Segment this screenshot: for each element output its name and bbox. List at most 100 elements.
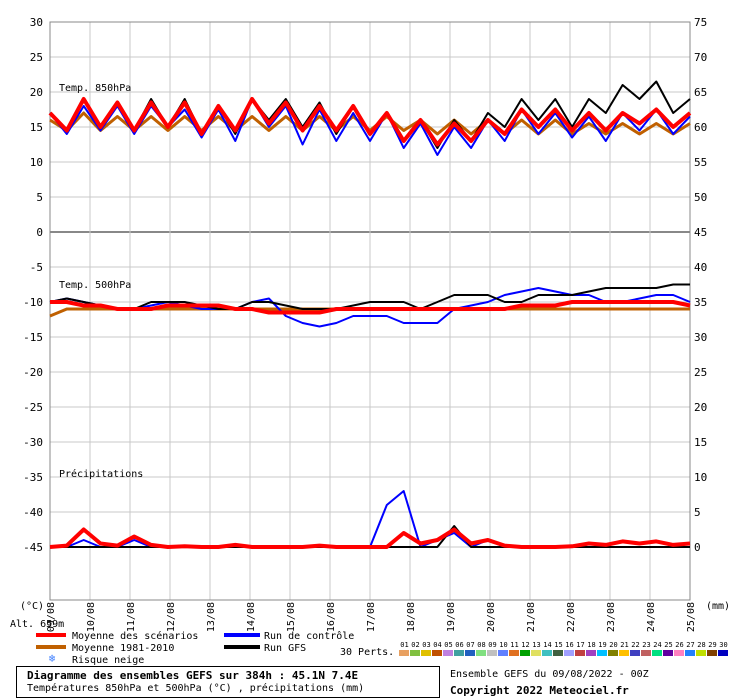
member-swatch [663,650,673,656]
left-tick-label: -40 [23,506,43,519]
chart-title: Diagramme des ensembles GEFS sur 384h : … [27,669,359,682]
copyright: Copyright 2022 Meteociel.fr [450,684,629,697]
member-swatch [553,650,563,656]
series-line-t500 [49,287,691,328]
date-tick-label: 10/08 [86,602,97,632]
right-unit-label: (mm) [706,601,730,612]
member-number: 05 [444,641,452,649]
legend-swatch-control [224,633,260,637]
date-tick-label: 16/08 [326,602,337,632]
member-swatch [531,650,541,656]
panel-label-t500: Temp. 500hPa [59,280,131,291]
right-tick-label: 65 [694,86,707,99]
left-tick-label: -30 [23,436,43,449]
member-number: 23 [642,641,650,649]
member-number: 20 [609,641,617,649]
member-number: 24 [653,641,661,649]
member-swatch [718,650,728,656]
left-tick-label: -45 [23,541,43,554]
left-tick-label: 0 [36,226,43,239]
member-number: 01 [400,641,408,649]
member-number: 26 [675,641,683,649]
date-tick-label: 14/08 [246,602,257,632]
date-tick-label: 21/08 [526,602,537,632]
member-number: 25 [664,641,672,649]
member-swatch [685,650,695,656]
right-tick-label: 60 [694,121,707,134]
legend-label-perts: 30 Perts. [340,647,394,658]
member-number: 03 [422,641,430,649]
legend-label-gfs: Run GFS [264,643,306,654]
member-swatch [476,650,486,656]
date-tick-label: 23/08 [606,602,617,632]
date-tick-label: 19/08 [446,602,457,632]
series-line-t500 [49,283,690,310]
member-swatch [630,650,640,656]
member-swatch [619,650,629,656]
right-tick-label: 50 [694,191,707,204]
right-tick-label: 75 [694,16,707,29]
member-swatch [575,650,585,656]
legend-label-climate: Moyenne 1981-2010 [72,643,174,654]
member-number: 11 [510,641,518,649]
member-number: 18 [587,641,595,649]
footer-box: Diagramme des ensembles GEFS sur 384h : … [16,666,440,698]
member-swatch [652,650,662,656]
member-number: 02 [411,641,419,649]
left-tick-label: 10 [30,156,43,169]
left-tick-label: -5 [30,261,43,274]
left-tick-label: -20 [23,366,43,379]
member-number: 27 [686,641,694,649]
left-tick-label: 15 [30,121,43,134]
panel-label-precip: Précipitations [59,468,143,480]
left-tick-label: -35 [23,471,43,484]
member-swatch [443,650,453,656]
left-tick-label: 25 [30,51,43,64]
series-layer [48,80,692,549]
member-number: 21 [620,641,628,649]
right-tick-label: 25 [694,366,707,379]
member-number: 15 [554,641,562,649]
legend-label-control: Run de contrôle [264,630,354,642]
panel-label-t850: Temp. 850hPa [59,83,131,94]
member-swatch [465,650,475,656]
member-number: 19 [598,641,606,649]
left-tick-label: -25 [23,401,43,414]
date-tick-label: 24/08 [646,602,657,632]
legend-label-mean: Moyenne des scénarios [72,630,198,642]
run-info: Ensemble GEFS du 09/08/2022 - 00Z [450,669,649,680]
right-tick-label: 30 [694,331,707,344]
member-swatch [597,650,607,656]
member-swatch [432,650,442,656]
legend: Moyenne des scénarios Moyenne 1981-2010 … [36,630,394,666]
member-number: 13 [532,641,540,649]
member-number: 14 [543,641,551,649]
date-tick-label: 13/08 [206,602,217,632]
date-tick-label: 12/08 [166,602,177,632]
member-number: 09 [488,641,496,649]
date-tick-label: 17/08 [366,602,377,632]
right-tick-label: 70 [694,51,707,64]
left-tick-label: 20 [30,86,43,99]
member-number: 30 [719,641,727,649]
right-tick-label: 45 [694,226,707,239]
altitude-label: Alt. 659m [10,619,64,630]
right-tick-label: 35 [694,296,707,309]
member-swatch [509,650,519,656]
member-swatch [498,650,508,656]
member-swatch [586,650,596,656]
right-tick-label: 55 [694,156,707,169]
member-swatch [487,650,497,656]
member-swatch [410,650,420,656]
member-number: 22 [631,641,639,649]
member-number: 17 [576,641,584,649]
legend-label-snow: Risque neige [72,655,144,666]
series-line-precip [49,527,691,549]
member-swatch [608,650,618,656]
member-swatch [399,650,409,656]
member-number: 29 [708,641,716,649]
member-swatch [674,650,684,656]
date-tick-label: 25/08 [686,602,697,632]
